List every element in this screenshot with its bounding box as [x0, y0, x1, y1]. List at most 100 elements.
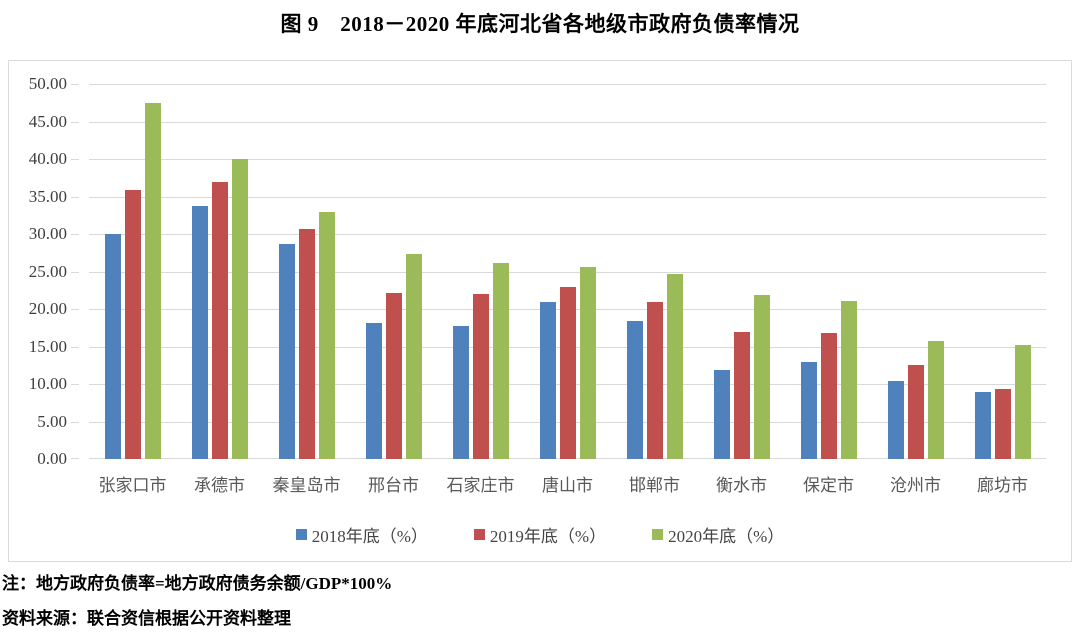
legend-swatch	[473, 529, 485, 540]
y-axis-label: 45.00	[28, 112, 67, 131]
bar	[994, 388, 1011, 459]
bar-group	[785, 84, 872, 459]
bar-group	[959, 84, 1046, 459]
legend-label: 2019年底（%）	[489, 527, 607, 546]
note-line: 注：地方政府负债率=地方政府债务余额/GDP*100%	[2, 574, 393, 593]
y-axis-tick	[71, 309, 79, 310]
legend-swatch	[652, 529, 664, 540]
y-axis-label: 5.00	[37, 412, 67, 431]
y-axis-label: 35.00	[28, 187, 67, 206]
y-axis-tick	[71, 422, 79, 423]
y-axis-label: 20.00	[28, 299, 67, 318]
y-axis-label: 10.00	[28, 374, 67, 393]
bar	[211, 182, 228, 459]
bar	[492, 262, 509, 459]
source-line: 资料来源：联合资信根据公开资料整理	[2, 609, 291, 628]
bar-group	[611, 84, 698, 459]
gridline	[89, 197, 1046, 198]
bar	[733, 332, 750, 459]
y-axis-tick	[71, 197, 79, 198]
y-axis-label: 30.00	[28, 224, 67, 243]
legend-item: 2020年底（%）	[652, 522, 784, 547]
bar	[666, 273, 683, 459]
bar	[559, 286, 576, 459]
plot-area: 0.00 5.00 10.00 15.00 20.00 25.00 30.00 35.00 40…	[29, 74, 1046, 495]
bar-group	[176, 84, 263, 459]
bar	[907, 364, 924, 459]
bar	[144, 102, 161, 459]
y-axis-tick	[71, 272, 79, 273]
bar	[927, 341, 944, 459]
bar	[365, 323, 382, 459]
bar	[539, 301, 556, 459]
bar	[405, 253, 422, 459]
x-axis-label: 沧州市	[890, 476, 941, 495]
bar	[713, 369, 730, 459]
x-axis-label: 承德市	[194, 476, 245, 495]
bar	[298, 228, 315, 459]
bar-groups	[89, 84, 1046, 459]
y-axis-tick	[71, 458, 79, 459]
bar	[579, 267, 596, 459]
x-axis-label: 邢台市	[368, 476, 419, 495]
bar-group	[698, 84, 785, 459]
bar	[104, 234, 121, 459]
legend-swatch	[295, 529, 307, 540]
gridline	[89, 272, 1046, 273]
gridline	[89, 122, 1046, 123]
x-axis-label: 邯郸市	[629, 476, 680, 495]
bar	[472, 294, 489, 459]
bar	[1014, 345, 1031, 459]
chart-legend: 2018年底（%） 2019年底（%） 2020年底（%）	[9, 522, 1071, 547]
y-axis-tick	[71, 347, 79, 348]
x-axis-label: 张家口市	[98, 476, 167, 495]
bar	[124, 189, 141, 459]
bar-group	[437, 84, 524, 459]
y-axis-tick	[71, 84, 79, 85]
y-axis-label: 50.00	[28, 74, 67, 93]
bar	[191, 205, 208, 459]
x-axis-label: 衡水市	[716, 476, 767, 495]
x-axis-label: 保定市	[803, 476, 854, 495]
x-axis-label: 廊坊市	[977, 476, 1028, 495]
y-axis-label: 15.00	[28, 337, 67, 356]
bar	[887, 381, 904, 459]
chart-frame: 0.00 5.00 10.00 15.00 20.00 25.00 30.00 35.00 40…	[8, 60, 1072, 562]
bar-group	[524, 84, 611, 459]
bar	[385, 292, 402, 459]
y-axis-label: 25.00	[28, 262, 67, 281]
bar	[840, 300, 857, 459]
y-axis-tick	[71, 122, 79, 123]
gridline	[89, 84, 1046, 85]
legend-label: 2020年底（%）	[668, 527, 785, 546]
bar	[231, 159, 248, 459]
bar-group	[350, 84, 437, 459]
x-axis-label: 秦皇岛市	[272, 476, 341, 495]
bar-group	[872, 84, 959, 459]
bar	[318, 211, 335, 459]
bar-group	[263, 84, 350, 459]
bar	[800, 361, 817, 459]
x-axis-labels: 张家口市 承德市 秦皇岛市 邢台市 石家庄市 唐山市 邯郸市 衡水市 保定市 沧州市 廊坊市	[89, 471, 1046, 496]
bar	[452, 326, 469, 459]
figure-title: 图 9 2018－2020 年底河北省各地级市政府负债率情况	[280, 12, 800, 36]
y-axis-tick	[71, 234, 79, 235]
legend-label: 2018年底（%）	[311, 527, 428, 546]
gridline	[89, 234, 1046, 235]
bar-group	[89, 84, 176, 459]
bar	[820, 333, 837, 459]
legend-item: 2018年底（%）	[295, 522, 428, 547]
bar	[278, 243, 295, 459]
y-axis-label: 0.00	[37, 449, 67, 468]
bar	[646, 301, 663, 459]
bar	[974, 392, 991, 459]
y-axis-tick	[71, 384, 79, 385]
bar	[626, 321, 643, 459]
x-axis-label: 唐山市	[542, 476, 593, 495]
bar	[753, 294, 770, 459]
y-axis-tick	[71, 159, 79, 160]
gridline	[89, 159, 1046, 160]
y-axis-label: 40.00	[28, 149, 67, 168]
x-axis-label: 石家庄市	[446, 476, 515, 495]
legend-item: 2019年底（%）	[473, 522, 607, 547]
